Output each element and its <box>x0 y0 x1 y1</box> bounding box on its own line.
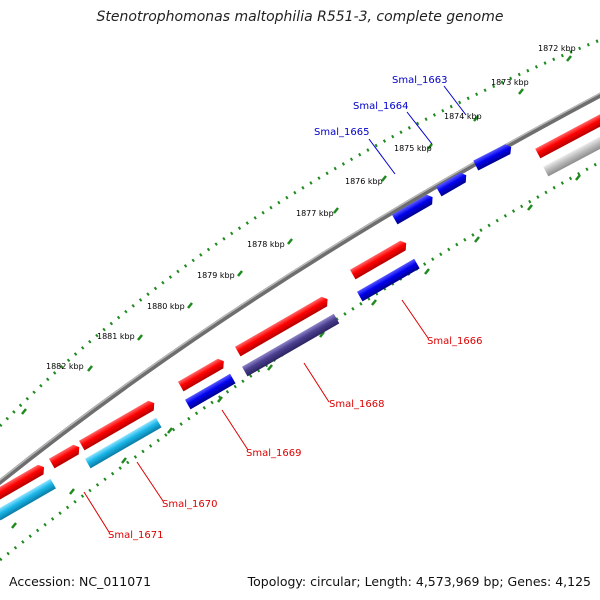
leader-line-smal-1664 <box>406 111 433 145</box>
tick-label: 1882 kbp <box>46 362 84 371</box>
major-tick <box>427 143 433 150</box>
gene-labels: Smal_1663 Smal_1664 Smal_1665 Smal_1666 … <box>108 75 482 541</box>
major-tick <box>575 174 581 181</box>
major-tick <box>167 427 173 434</box>
gene-feature[interactable] <box>543 129 600 177</box>
major-tick <box>21 408 27 415</box>
leader-line-smal-1668 <box>303 362 330 403</box>
leader-line-smal-1669 <box>221 409 249 451</box>
major-tick <box>474 236 480 243</box>
gene-feature[interactable] <box>357 258 420 302</box>
leader-line-smal-1663 <box>443 85 467 116</box>
leader-line-smal-1666 <box>401 299 429 339</box>
tick-label: 1875 kbp <box>394 144 432 153</box>
major-tick <box>69 488 75 495</box>
gene-label[interactable]: Smal_1665 <box>314 127 369 138</box>
leader-lines <box>83 85 467 533</box>
gene-feature[interactable] <box>0 478 56 521</box>
gene-label[interactable]: Smal_1671 <box>108 530 163 541</box>
gene-label[interactable]: Smal_1663 <box>392 75 447 86</box>
major-tick <box>566 55 572 62</box>
major-ticks-inner <box>11 174 581 529</box>
genome-backbone-highlight <box>0 92 600 481</box>
major-tick <box>187 302 193 309</box>
major-tick <box>11 522 17 529</box>
major-tick <box>381 175 387 182</box>
gene-smal-1668[interactable] <box>235 295 331 357</box>
major-tick <box>137 334 143 341</box>
inner-scale-track <box>0 160 600 562</box>
major-tick <box>87 365 93 372</box>
gene-label[interactable]: Smal_1669 <box>246 448 301 459</box>
leader-line-smal-1671 <box>83 491 110 533</box>
accession-text: Accession: NC_011071 <box>9 574 152 589</box>
tick-label: 1873 kbp <box>491 78 529 87</box>
gene-smal-1664[interactable] <box>436 171 469 197</box>
gene-label[interactable]: Smal_1666 <box>427 336 482 347</box>
gene-label[interactable]: Smal_1670 <box>162 499 217 510</box>
major-tick <box>267 364 273 371</box>
major-tick <box>371 299 377 306</box>
gene-smal-1671[interactable] <box>0 463 47 501</box>
tick-labels: 1872 kbp 1873 kbp 1874 kbp 1875 kbp 1876… <box>46 44 576 371</box>
gene-feature[interactable] <box>85 417 162 469</box>
major-tick <box>287 238 293 245</box>
outer-scale-track <box>0 38 600 428</box>
major-tick <box>217 396 223 403</box>
major-tick <box>121 457 127 464</box>
major-tick <box>473 115 479 122</box>
gene-smal-1669[interactable] <box>178 357 227 392</box>
tick-label: 1880 kbp <box>147 302 185 311</box>
major-tick <box>518 88 524 95</box>
major-tick <box>527 204 533 211</box>
gene-label[interactable]: Smal_1664 <box>353 101 408 112</box>
tick-label: 1877 kbp <box>296 209 334 218</box>
genome-backbone <box>0 92 600 486</box>
tick-label: 1878 kbp <box>247 240 285 249</box>
leader-line-smal-1665 <box>368 138 396 175</box>
gene-feature[interactable] <box>185 373 236 410</box>
major-tick <box>237 270 243 277</box>
gene-feature[interactable] <box>242 313 340 377</box>
gene-feature[interactable] <box>535 111 600 159</box>
tick-label: 1879 kbp <box>197 271 235 280</box>
leader-line-smal-1670 <box>136 461 164 502</box>
gene-smal-1666[interactable] <box>350 239 409 280</box>
major-tick <box>319 331 325 338</box>
gene-feature[interactable] <box>49 443 82 469</box>
major-ticks-outer <box>21 55 572 415</box>
genome-summary-text: Topology: circular; Length: 4,573,969 bp… <box>247 574 591 589</box>
map-title: Stenotrophomonas maltophilia R551-3, com… <box>96 9 504 25</box>
gene-smal-1663[interactable] <box>473 142 514 171</box>
tick-label: 1872 kbp <box>538 44 576 53</box>
tick-label: 1881 kbp <box>97 332 135 341</box>
tick-label: 1874 kbp <box>444 112 482 121</box>
gene-smal-1670[interactable] <box>79 399 157 451</box>
major-tick <box>424 268 430 275</box>
tick-label: 1876 kbp <box>345 177 383 186</box>
gene-label[interactable]: Smal_1668 <box>329 399 384 410</box>
major-tick <box>333 207 339 214</box>
gene-smal-1665[interactable] <box>392 193 436 225</box>
